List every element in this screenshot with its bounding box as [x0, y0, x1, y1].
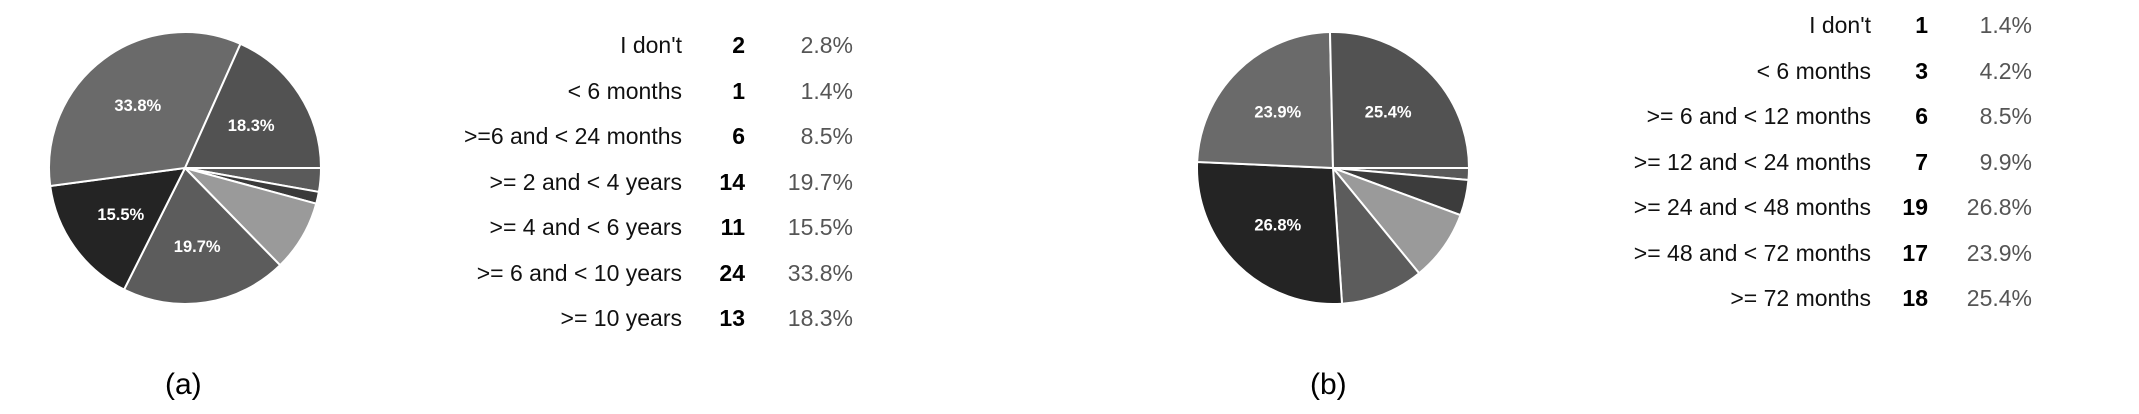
legend-percent: 8.5% [800, 123, 853, 149]
legend-label: >= 6 and < 10 years [476, 259, 682, 286]
pie-slice [183, 42, 323, 169]
legend-label: >= 48 and < 72 months [1633, 239, 1871, 266]
legend-count: 1 [1915, 12, 1928, 38]
legend-row: >= 48 and < 72 months 17 23.9% [1578, 231, 2032, 277]
legend-count: 1 [732, 77, 745, 104]
legend-label: >= 6 and < 12 months [1646, 103, 1871, 129]
legend-table-b: I don't 1 1.4% < 6 months 3 4.2% >= 6 and < … [1578, 3, 2032, 322]
legend-label: < 6 months [1756, 57, 1871, 84]
slice-label: 33.8% [114, 97, 161, 115]
legend-count: 6 [1915, 103, 1928, 129]
pie-slice [1331, 164, 1421, 305]
legend-count: 18 [1902, 285, 1928, 311]
legend-label: >= 2 and < 4 years [489, 168, 682, 195]
legend-percent: 1.4% [800, 77, 853, 104]
slice-label: 18.3% [228, 117, 275, 135]
legend-row: I don't 2 2.8% [418, 23, 853, 69]
legend-count: 7 [1915, 148, 1928, 175]
legend-percent: 23.9% [1966, 239, 2032, 266]
legend-count: 24 [719, 259, 745, 286]
legend-row: >= 4 and < 6 years 11 15.5% [418, 205, 853, 251]
legend-label: >=6 and < 24 months [463, 123, 682, 149]
pie-chart-a: 19.7% 15.5% 33.8% 18.3% [48, 31, 323, 305]
legend-row: >= 6 and < 10 years 24 33.8% [418, 251, 853, 297]
slice-label: 26.8% [1254, 216, 1301, 234]
legend-label: >= 24 and < 48 months [1633, 194, 1871, 220]
pie-slice [48, 31, 242, 188]
legend-row: >=6 and < 24 months 6 8.5% [418, 114, 853, 160]
legend-row: < 6 months 1 1.4% [418, 69, 853, 115]
legend-percent: 33.8% [787, 259, 853, 286]
legend-percent: 2.8% [800, 32, 853, 58]
legend-count: 19 [1902, 194, 1928, 220]
slice-label: 23.9% [1254, 104, 1301, 122]
legend-count: 17 [1902, 239, 1928, 266]
legend-label: < 6 months [567, 77, 682, 104]
pie-slice [1328, 31, 1471, 169]
legend-label: I don't [620, 32, 682, 58]
legend-count: 2 [732, 32, 745, 58]
legend-count: 13 [719, 305, 745, 331]
caption-b: (b) [1310, 368, 1347, 401]
legend-row: < 6 months 3 4.2% [1578, 49, 2032, 95]
legend-label: I don't [1809, 12, 1871, 38]
legend-percent: 18.3% [787, 305, 853, 331]
legend-percent: 1.4% [1979, 12, 2032, 38]
slice-label: 25.4% [1365, 104, 1412, 122]
pie-slice [49, 166, 187, 291]
pie-slice [1196, 160, 1344, 305]
legend-row: >= 6 and < 12 months 6 8.5% [1578, 94, 2032, 140]
caption-a: (a) [165, 368, 202, 401]
legend-row: >= 2 and < 4 years 14 19.7% [418, 160, 853, 206]
legend-row: I don't 1 1.4% [1578, 3, 2032, 49]
pie-chart-b: 26.8% 23.9% 25.4% [1196, 31, 1471, 305]
legend-row: >= 24 and < 48 months 19 26.8% [1578, 185, 2032, 231]
legend-percent: 19.7% [787, 168, 853, 195]
legend-row: >= 12 and < 24 months 7 9.9% [1578, 140, 2032, 186]
legend-count: 6 [732, 123, 745, 149]
slice-label: 15.5% [97, 206, 144, 224]
slice-label: 19.7% [174, 238, 221, 256]
legend-count: 3 [1915, 57, 1928, 84]
pie-slice [1196, 31, 1335, 170]
legend-count: 11 [720, 214, 745, 240]
legend-label: >= 12 and < 24 months [1633, 148, 1871, 175]
legend-table-a: I don't 2 2.8% < 6 months 1 1.4% >=6 and < 2… [418, 23, 853, 342]
legend-label: >= 72 months [1730, 285, 1871, 311]
legend-percent: 9.9% [1979, 148, 2032, 175]
legend-percent: 26.8% [1966, 194, 2032, 220]
legend-percent: 15.5% [787, 214, 853, 240]
legend-count: 14 [719, 168, 745, 195]
pie-slice [122, 166, 282, 305]
legend-percent: 25.4% [1966, 285, 2032, 311]
legend-row: >= 72 months 18 25.4% [1578, 276, 2032, 322]
legend-label: >= 10 years [560, 305, 682, 331]
legend-percent: 8.5% [1979, 103, 2032, 129]
legend-label: >= 4 and < 6 years [489, 214, 682, 240]
legend-row: >= 10 years 13 18.3% [418, 296, 853, 342]
legend-percent: 4.2% [1979, 57, 2032, 84]
